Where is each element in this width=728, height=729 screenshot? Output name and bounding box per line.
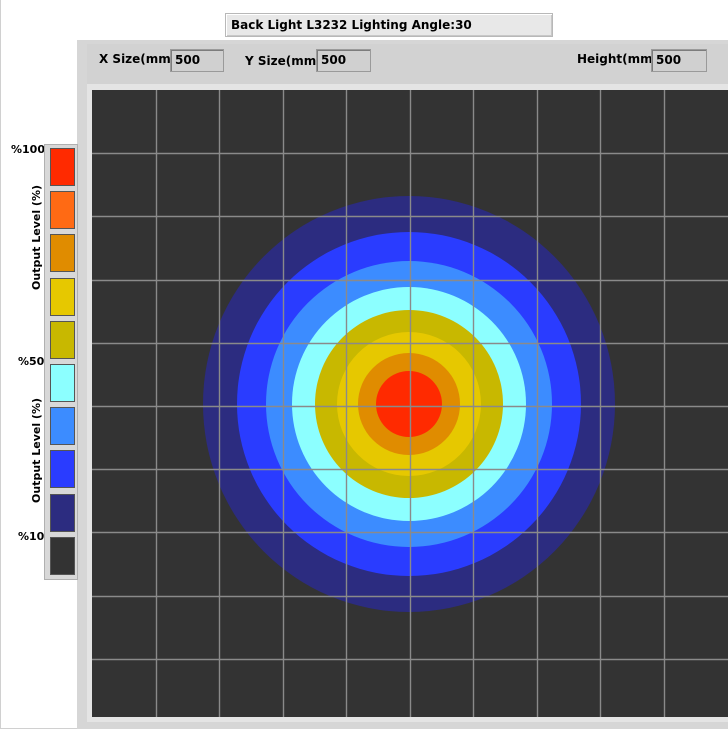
legend-swatch [50,493,75,532]
y-size-field[interactable]: 500 [316,49,371,72]
legend-label-50: %50 [18,355,45,368]
contour-level-90 [376,371,442,437]
heatmap-canvas [92,90,728,717]
legend-label-100: %100 [11,143,45,156]
legend-swatch [50,277,75,316]
window-title: Back Light L3232 Lighting Angle:30 [225,13,553,37]
legend-swatch [50,450,75,489]
legend-swatch [50,536,75,575]
legend-label-10: %10 [18,530,45,543]
height-field[interactable]: 500 [651,49,707,72]
legend-axis-title-lower: Output Level (%) [30,397,43,503]
legend-swatch [50,191,75,230]
y-size-label: Y Size(mm) [245,54,322,68]
x-size-label: X Size(mm) [99,52,177,66]
intensity-heatmap [92,90,728,717]
legend-swatch [50,148,75,186]
color-legend [44,144,78,580]
legend-swatch [50,234,75,273]
legend-swatch [50,320,75,359]
x-size-field[interactable]: 500 [170,49,224,72]
legend-axis-title-upper: Output Level (%) [30,184,43,290]
legend-swatch [50,407,75,446]
height-label: Height(mm) [577,52,659,66]
legend-swatch [50,364,75,402]
